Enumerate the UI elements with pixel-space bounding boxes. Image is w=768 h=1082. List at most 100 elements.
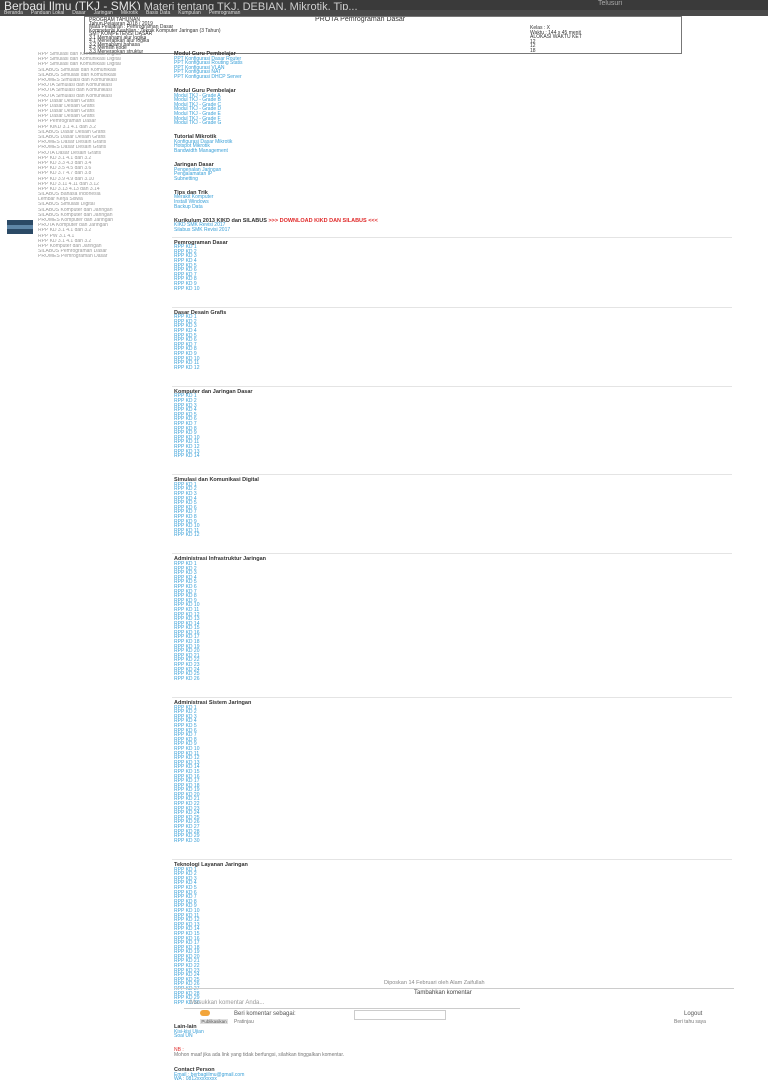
content-link[interactable]: RPP KD 20	[174, 648, 200, 655]
content-link[interactable]: RPP KD 12	[174, 755, 200, 762]
sidebar-item[interactable]: RPP KD 3.7 4.7 dan 3.8	[38, 171, 92, 177]
content-link[interactable]: RPP KD 14	[174, 453, 200, 460]
content-link[interactable]: RPP KD 30	[174, 837, 200, 844]
content-link[interactable]: RPP KD 12	[174, 443, 200, 450]
content-link[interactable]: RPP KD 12	[174, 611, 200, 618]
content-link[interactable]: Modul TKJ - Grade B	[174, 97, 221, 104]
content-link[interactable]: RPP KD 7	[174, 588, 197, 595]
content-link[interactable]: RPP KD 4	[174, 718, 197, 725]
add-comment-link[interactable]: Tambahkan komentar	[414, 990, 472, 996]
content-link[interactable]: RPP KD 7	[174, 271, 197, 278]
sidebar-item[interactable]: PROTA Simulasi dan Komunikasi	[38, 88, 112, 94]
content-link[interactable]: Soal UN	[174, 1033, 193, 1040]
content-link[interactable]: RPP KD 23	[174, 662, 200, 669]
content-link[interactable]: RPP KD 2	[174, 565, 197, 572]
content-link[interactable]: PPT Konfigurasi NAT	[174, 69, 222, 76]
search-link[interactable]: Telusuri	[598, 0, 623, 7]
content-link[interactable]: RPP KD 3	[174, 402, 197, 409]
content-link[interactable]: RPP KD 6	[174, 416, 197, 423]
sidebar-item[interactable]: SILABUS Dasar Desain Grafis	[38, 129, 106, 135]
logout-link[interactable]: Logout	[684, 1011, 703, 1017]
content-link[interactable]: RPP KD 14	[174, 764, 200, 771]
content-link[interactable]: RPP KD 2	[174, 871, 197, 878]
content-link[interactable]: RPP KD 18	[174, 639, 200, 646]
content-link[interactable]: RPP KD 1	[174, 560, 197, 567]
sidebar-item[interactable]: RPP KD 3.1 4.1 dan 3.2	[38, 238, 92, 244]
content-link[interactable]: RPP KD 26	[174, 819, 200, 826]
content-link[interactable]: RPP KD 11	[174, 439, 200, 446]
content-link[interactable]: RPP KD 6	[174, 267, 197, 274]
content-link[interactable]: Subnetting	[174, 175, 198, 182]
content-link[interactable]: RPP KD 9	[174, 518, 197, 525]
sidebar-item[interactable]: Lembar Kerja Siswa	[38, 197, 83, 203]
sidebar-item[interactable]: PROTA Komputer dan Jaringan	[38, 223, 108, 229]
content-link[interactable]: Install Windows	[174, 198, 209, 205]
content-link[interactable]: RPP KD 7	[174, 420, 197, 427]
sidebar-item[interactable]: SILABUS Bahasa Indonesia	[38, 192, 101, 198]
content-link[interactable]: RPP KD 5	[174, 262, 197, 269]
download-link[interactable]: >>> DOWNLOAD KIKD DAN SILABUS <<<	[268, 217, 378, 224]
content-link[interactable]: RPP KD 12	[174, 364, 200, 371]
content-link[interactable]: Modul TKJ - Grade A	[174, 92, 221, 99]
content-link[interactable]: PPT Konfigurasi VLAN	[174, 64, 225, 71]
content-link[interactable]: RPP KD 27	[174, 986, 200, 993]
sidebar-item[interactable]: RPP KD 3.9 4.9 dan 3.10	[38, 176, 95, 182]
content-link[interactable]: RPP KD 10	[174, 602, 200, 609]
content-link[interactable]: RPP KD 11	[174, 606, 200, 613]
content-link[interactable]: RPP KD 11	[174, 912, 200, 919]
content-link[interactable]: Modul TKJ - Grade E	[174, 110, 221, 117]
sidebar-item[interactable]: RPP Dasar Desain Grafis	[38, 114, 95, 120]
sidebar-item[interactable]: RPP KD 3.13 4.13 dan 3.14	[38, 186, 100, 192]
content-link[interactable]: RPP KD 10	[174, 355, 200, 362]
sidebar-item[interactable]: RPP Simulasi dan Komunikasi Digital	[38, 52, 121, 57]
content-link[interactable]: RPP KD 16	[174, 773, 200, 780]
content-link[interactable]: RPP KD 6	[174, 504, 197, 511]
sidebar-item[interactable]: PROTA Dasar Desain Grafis	[38, 150, 101, 156]
content-link[interactable]: Silabus SMK Revisi 2017	[174, 226, 231, 233]
content-link[interactable]: RPP KD 25	[174, 814, 200, 821]
sidebar-item[interactable]: SILABUS Simulasi Digital	[38, 202, 95, 208]
sidebar-item[interactable]: RPP Dasar Desain Grafis	[38, 98, 95, 104]
content-link[interactable]: RPP KD 9	[174, 597, 197, 604]
content-link[interactable]: RPP KD 5	[174, 500, 197, 507]
content-link[interactable]: RPP KD 24	[174, 972, 200, 979]
content-link[interactable]: RPP KD 19	[174, 643, 200, 650]
content-link[interactable]: RPP KD 29	[174, 995, 200, 1002]
content-link[interactable]: RPP KD 13	[174, 921, 200, 928]
content-link[interactable]: RPP KD 1	[174, 244, 197, 251]
content-link[interactable]: RPP KD 23	[174, 967, 200, 974]
content-link[interactable]: RPP KD 1	[174, 314, 197, 321]
content-link[interactable]: RPP KD 9	[174, 280, 197, 287]
content-link[interactable]: PPT Konfigurasi Routing Statis	[174, 60, 243, 67]
content-link[interactable]: RPP KD 21	[174, 796, 200, 803]
content-link[interactable]: RPP KD 22	[174, 801, 200, 808]
nav-item-7[interactable]: Pemrograman	[208, 10, 241, 16]
content-link[interactable]: RPP KD 5	[174, 884, 197, 891]
content-link[interactable]: RPP KD 24	[174, 810, 200, 817]
content-link[interactable]: RPP KD 20	[174, 791, 200, 798]
content-link[interactable]: RPP KD 4	[174, 574, 197, 581]
content-link[interactable]: RPP KD 1	[174, 481, 197, 488]
content-link[interactable]: RPP KD 19	[174, 787, 200, 794]
content-link[interactable]: RPP KD 16	[174, 629, 200, 636]
content-link[interactable]: Backup Data	[174, 203, 203, 210]
sidebar-item[interactable]: RPP Dasar Desain Grafis	[38, 109, 95, 115]
content-link[interactable]: RPP KD 8	[174, 346, 197, 353]
content-link[interactable]: RPP KD 7	[174, 732, 197, 739]
content-link[interactable]: RPP KD 5	[174, 579, 197, 586]
content-link[interactable]: RPP KD 25	[174, 976, 200, 983]
content-link[interactable]: PPT Konfigurasi Dasar Router	[174, 55, 242, 62]
content-link[interactable]: RPP KD 17	[174, 940, 200, 947]
content-link[interactable]: RPP KD 11	[174, 750, 200, 757]
content-link[interactable]: RPP KD 2	[174, 486, 197, 493]
sidebar-item[interactable]: RPP Simulasi dan Komunikasi Digital	[38, 57, 121, 63]
content-link[interactable]: RPP KD 11	[174, 360, 200, 367]
content-link[interactable]: RPP KD 14	[174, 926, 200, 933]
content-link[interactable]: Konfigurasi Dasar Mikrotik	[174, 138, 233, 145]
content-link[interactable]: RPP KD 6	[174, 583, 197, 590]
content-link[interactable]: RPP KD 10	[174, 285, 200, 292]
content-link[interactable]: Pengalamatan IP	[174, 171, 213, 178]
content-link[interactable]: RPP KD 27	[174, 824, 200, 831]
sidebar-item[interactable]: RPP KD 3.3 4.3 dan 3.4	[38, 160, 92, 166]
content-link[interactable]: RPP KD 4	[174, 407, 197, 414]
